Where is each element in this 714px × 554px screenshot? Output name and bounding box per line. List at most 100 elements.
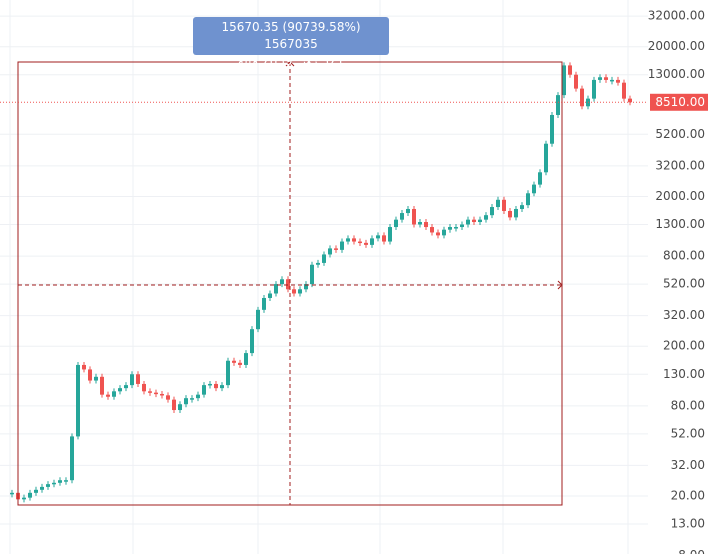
measure-tooltip: 15670.35 (90739.58%) 1567035 321 روز, 26… (193, 17, 389, 68)
candle (316, 262, 320, 265)
candle (484, 215, 488, 220)
candle (118, 388, 122, 392)
candle (268, 293, 272, 298)
candle (208, 383, 212, 386)
candle (124, 385, 128, 389)
y-tick-label: 2000.00 (655, 189, 705, 203)
candle (52, 482, 56, 485)
last-price-label: 8510.00 (655, 95, 705, 109)
candle (394, 219, 398, 228)
candle (40, 486, 44, 490)
candle (154, 392, 158, 395)
candle (196, 394, 200, 399)
y-tick-label: 32.00 (671, 458, 705, 472)
candle (244, 353, 248, 365)
candle (298, 289, 302, 294)
candle (190, 398, 194, 400)
candle (214, 383, 218, 389)
candle (556, 95, 560, 115)
candle (424, 222, 428, 228)
candle (64, 480, 68, 482)
candle (514, 208, 518, 218)
candle (526, 193, 530, 206)
candle (520, 205, 524, 209)
candle (568, 65, 572, 75)
y-tick-label: 80.00 (671, 398, 705, 412)
candle (436, 232, 440, 236)
candle (598, 77, 602, 80)
candle (142, 383, 146, 392)
candle (28, 492, 32, 498)
y-tick-label: 200.00 (663, 339, 705, 353)
candle (544, 143, 548, 173)
y-tick-label: 1300.00 (655, 217, 705, 231)
y-tick-label: 52.00 (671, 426, 705, 440)
candle (478, 219, 482, 223)
candle (226, 360, 230, 386)
candle (334, 248, 338, 250)
candle (454, 227, 458, 229)
candle (370, 238, 374, 245)
candle (292, 289, 296, 294)
candle (250, 329, 254, 354)
candle (148, 391, 152, 393)
candle (508, 210, 512, 218)
candle (574, 74, 578, 89)
candle (166, 395, 170, 400)
candle (400, 213, 404, 220)
candle (82, 364, 86, 370)
candle (280, 279, 284, 285)
candle (610, 79, 614, 82)
candle (184, 398, 188, 405)
measure-overlay (17, 61, 563, 506)
candle (34, 489, 38, 493)
candle (286, 279, 290, 290)
candle (388, 227, 392, 242)
candle (580, 88, 584, 107)
candle (448, 227, 452, 230)
candle (496, 199, 500, 208)
y-tick-label: 800.00 (663, 249, 705, 263)
y-tick-label: 32000.00 (648, 9, 705, 23)
candle (94, 376, 98, 381)
candle (490, 207, 494, 216)
candle (442, 229, 446, 236)
y-tick-label: 5200.00 (655, 127, 705, 141)
y-tick-label: 13000.00 (648, 67, 705, 81)
candle (88, 369, 92, 381)
candle (382, 235, 386, 242)
candle (310, 264, 314, 285)
candle (562, 65, 566, 96)
candle (466, 219, 470, 225)
candles (10, 62, 632, 503)
arrow-right (557, 280, 563, 290)
candle (460, 224, 464, 228)
last-price-box (650, 93, 708, 111)
candle (256, 309, 260, 330)
candle (274, 284, 278, 294)
candle (406, 208, 410, 214)
y-tick-label: 20.00 (671, 489, 705, 503)
candle (532, 184, 536, 194)
candle (58, 480, 62, 483)
candle (430, 227, 434, 233)
candle (622, 82, 626, 99)
y-tick-label: 8.00 (678, 548, 705, 554)
arrow-up (285, 61, 295, 67)
candle (160, 393, 164, 396)
y-tick-label: 20000.00 (648, 39, 705, 53)
y-tick-label: 3200.00 (655, 158, 705, 172)
candle (76, 364, 80, 437)
candle (352, 238, 356, 242)
candle (262, 297, 266, 310)
candle (22, 497, 26, 500)
candle (412, 208, 416, 225)
candle (202, 385, 206, 395)
candle (220, 385, 224, 389)
candle (238, 362, 242, 365)
candle (10, 492, 14, 495)
measure-line2: 321 روز, 2639 میله (237, 54, 345, 68)
candle (418, 222, 422, 225)
